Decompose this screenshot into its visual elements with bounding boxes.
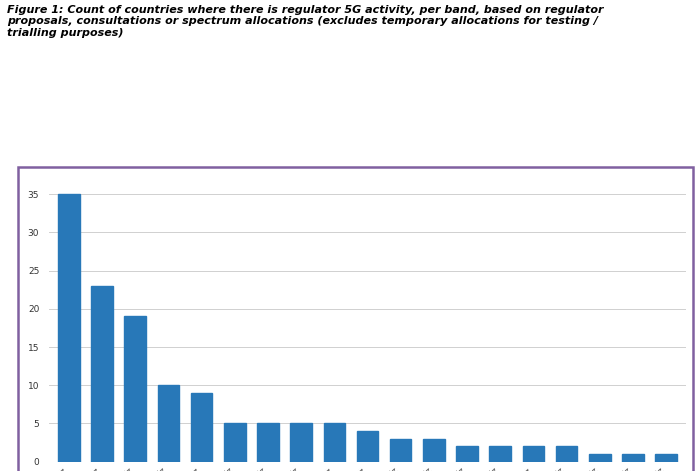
Bar [191, 393, 212, 462]
Bar [58, 194, 80, 462]
Bar [125, 317, 146, 462]
Bar [158, 385, 179, 462]
Bar [489, 447, 511, 462]
Bar [323, 423, 345, 462]
Bar [290, 423, 312, 462]
Bar [523, 447, 544, 462]
Bar [423, 439, 445, 462]
Bar [390, 439, 412, 462]
Bar [655, 454, 677, 462]
Bar [589, 454, 610, 462]
Bar [622, 454, 644, 462]
Bar [357, 431, 378, 462]
Bar [91, 286, 113, 462]
Bar [456, 447, 478, 462]
Bar [224, 423, 246, 462]
Text: Figure 1: Count of countries where there is regulator 5G activity, per band, bas: Figure 1: Count of countries where there… [7, 5, 603, 38]
Bar [257, 423, 279, 462]
Bar [556, 447, 578, 462]
